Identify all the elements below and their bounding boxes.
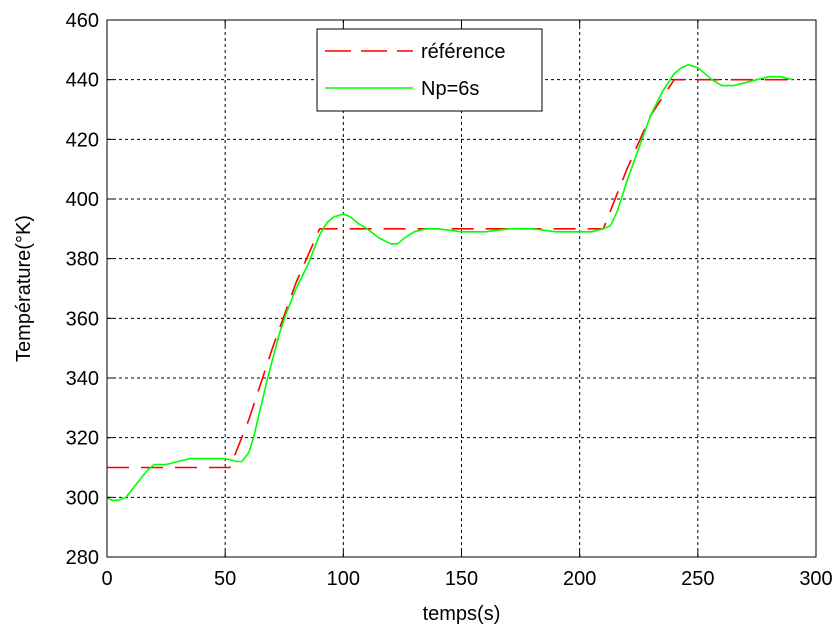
- y-tick-label: 280: [66, 547, 99, 569]
- x-tick-label: 250: [681, 568, 714, 590]
- y-tick-label: 400: [66, 189, 99, 211]
- y-tick-labels: 280 300 320 340 360 380 400 420 440 460: [66, 10, 99, 569]
- x-axis-label: temps(s): [423, 603, 501, 625]
- legend-box: [316, 28, 543, 112]
- ticks: [106, 19, 817, 558]
- legend-label: Np=6s: [421, 78, 479, 100]
- x-tick-label: 100: [327, 568, 360, 590]
- x-tick-label: 150: [445, 568, 478, 590]
- series-layer: [106, 64, 793, 502]
- legend: référence Np=6s: [316, 28, 543, 112]
- y-axis-label: Température(°K): [13, 215, 35, 362]
- x-tick-label: 200: [563, 568, 596, 590]
- x-tick-label: 300: [799, 568, 832, 590]
- y-tick-label: 380: [66, 249, 99, 271]
- x-tick-label: 0: [101, 568, 112, 590]
- y-tick-label: 460: [66, 10, 99, 32]
- y-tick-label: 360: [66, 308, 99, 330]
- x-tick-label: 50: [214, 568, 236, 590]
- y-tick-label: 300: [66, 487, 99, 509]
- series-reference-line: [107, 78, 793, 469]
- y-tick-label: 440: [66, 70, 99, 92]
- x-tick-labels: 0 50 100 150 200 250 300: [101, 568, 832, 590]
- series-np6s-line: [106, 64, 793, 502]
- y-tick-label: 320: [66, 428, 99, 450]
- legend-label: référence: [421, 41, 506, 63]
- y-tick-label: 420: [66, 129, 99, 151]
- y-tick-label: 340: [66, 368, 99, 390]
